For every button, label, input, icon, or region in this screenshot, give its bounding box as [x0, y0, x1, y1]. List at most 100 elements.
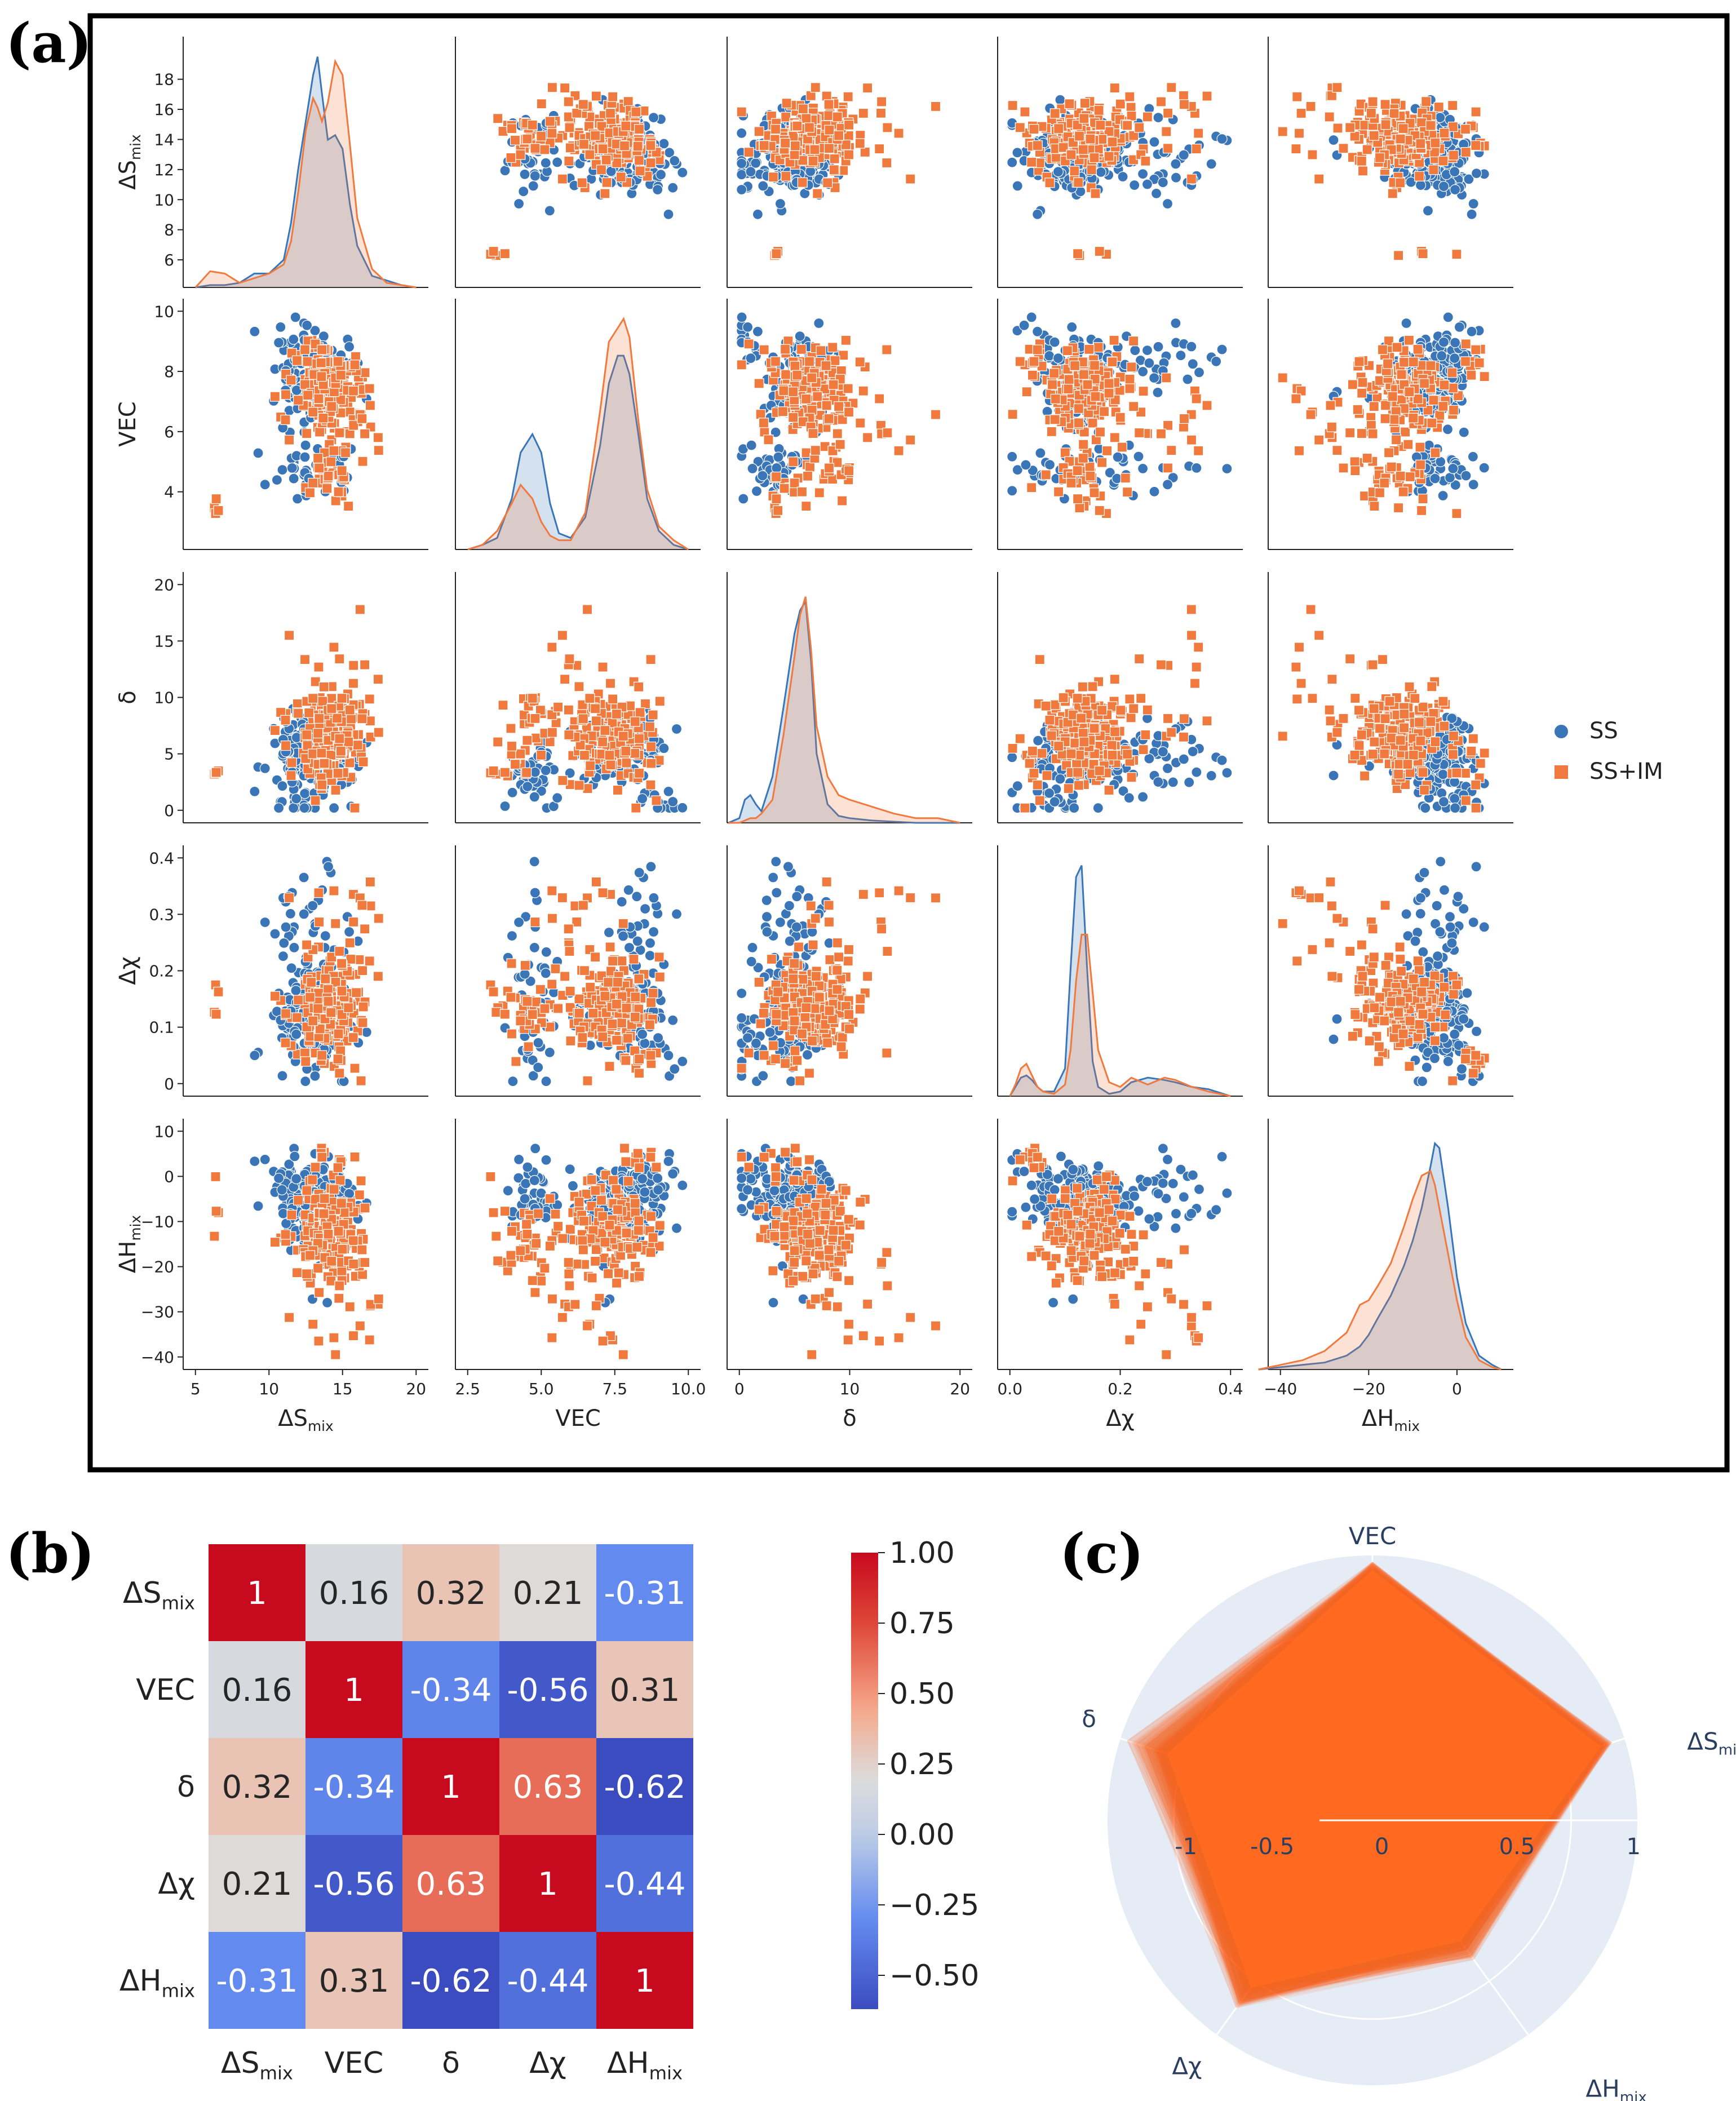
point-ssim	[574, 681, 584, 692]
point-ssim	[302, 390, 313, 401]
point-ssim	[319, 758, 330, 769]
point-ssim	[634, 681, 644, 692]
point-ssim	[591, 716, 602, 726]
point-ssim	[536, 750, 547, 761]
point-ssim	[1074, 502, 1085, 513]
point-ssim	[269, 391, 280, 402]
point-ss	[1162, 479, 1173, 490]
point-ssim	[801, 113, 812, 124]
point-ssim	[1291, 144, 1301, 154]
point-ssim	[1049, 368, 1060, 379]
point-ssim	[1405, 471, 1415, 482]
point-ssim	[1063, 384, 1074, 395]
point-ssim	[1124, 383, 1135, 394]
point-ssim	[1026, 482, 1037, 493]
point-ssim	[1073, 177, 1084, 188]
point-ssim	[333, 486, 344, 497]
point-ssim	[1051, 152, 1061, 163]
point-ssim	[1326, 422, 1337, 432]
point-ss	[519, 169, 530, 180]
point-ss	[301, 320, 313, 331]
point-ssim	[527, 119, 538, 130]
point-ssim	[821, 360, 831, 371]
point-ssim	[1090, 391, 1101, 402]
point-ss	[259, 479, 271, 490]
point-ssim	[317, 344, 327, 355]
point-ss	[1141, 344, 1153, 356]
point-ss	[1055, 773, 1066, 784]
y-tick-label: 6	[164, 423, 174, 441]
point-ss	[736, 158, 747, 169]
point-ssim	[1166, 82, 1177, 93]
point-ssim	[1104, 378, 1114, 389]
point-ssim	[572, 108, 582, 118]
point-ssim	[1277, 126, 1288, 137]
y-axis-label-VEC-main: VEC	[115, 401, 141, 447]
point-ss	[540, 157, 551, 169]
point-ssim	[743, 147, 754, 158]
point-ssim	[515, 748, 526, 759]
point-ssim	[605, 760, 616, 770]
point-ss	[1438, 336, 1450, 348]
point-ss	[1468, 198, 1479, 210]
point-ss	[271, 474, 282, 486]
point-ss	[774, 198, 786, 210]
point-ssim	[790, 140, 801, 151]
point-ssim	[314, 713, 325, 724]
point-ssim	[1040, 469, 1051, 480]
point-ssim	[1345, 427, 1356, 438]
point-ssim	[905, 174, 916, 184]
point-ssim	[293, 395, 304, 406]
point-ss	[1187, 358, 1198, 370]
point-ss	[1026, 312, 1037, 323]
point-ssim	[777, 406, 789, 417]
point-ss	[528, 180, 539, 192]
point-ssim	[1460, 124, 1471, 135]
point-ss	[813, 317, 825, 329]
point-ssim	[335, 746, 347, 756]
point-ssim	[1314, 435, 1325, 445]
point-ss	[1153, 112, 1164, 123]
point-ssim	[1466, 370, 1477, 380]
point-ss	[736, 312, 747, 323]
point-ssim	[1104, 151, 1114, 162]
point-ssim	[211, 493, 222, 504]
point-ssim	[318, 413, 329, 423]
point-ssim	[855, 418, 866, 428]
point-ssim	[770, 471, 782, 482]
point-ssim	[1120, 473, 1131, 484]
point-ssim	[1138, 744, 1149, 755]
point-ssim	[1395, 471, 1406, 481]
point-ssim	[314, 463, 325, 473]
point-ssim	[1090, 188, 1101, 199]
point-ssim	[1412, 393, 1423, 405]
point-ssim	[876, 96, 887, 107]
point-ssim	[1099, 406, 1110, 417]
point-ssim	[634, 155, 645, 166]
point-ssim	[280, 414, 291, 425]
point-ssim	[635, 707, 645, 718]
point-ss	[736, 169, 747, 180]
point-ss	[552, 157, 563, 168]
point-ssim	[1046, 426, 1057, 437]
point-ssim	[280, 740, 291, 751]
point-ssim	[646, 758, 657, 769]
point-ssim	[323, 471, 334, 481]
point-ssim	[1314, 174, 1325, 184]
point-ss	[758, 180, 769, 192]
point-ss	[1123, 792, 1135, 804]
point-ssim	[1032, 140, 1043, 151]
point-ssim	[1179, 413, 1190, 424]
point-ssim	[843, 91, 853, 102]
y-axis-label-S-main: ΔS	[115, 160, 141, 190]
point-ssim	[812, 188, 823, 199]
point-ss	[1442, 312, 1454, 323]
point-ssim	[1066, 477, 1077, 489]
point-ssim	[1352, 404, 1363, 415]
point-ssim	[1073, 403, 1084, 414]
point-ssim	[824, 125, 835, 135]
point-ss	[757, 470, 768, 481]
point-ss	[1052, 353, 1064, 364]
point-ssim	[645, 741, 657, 752]
point-ss	[529, 791, 540, 803]
